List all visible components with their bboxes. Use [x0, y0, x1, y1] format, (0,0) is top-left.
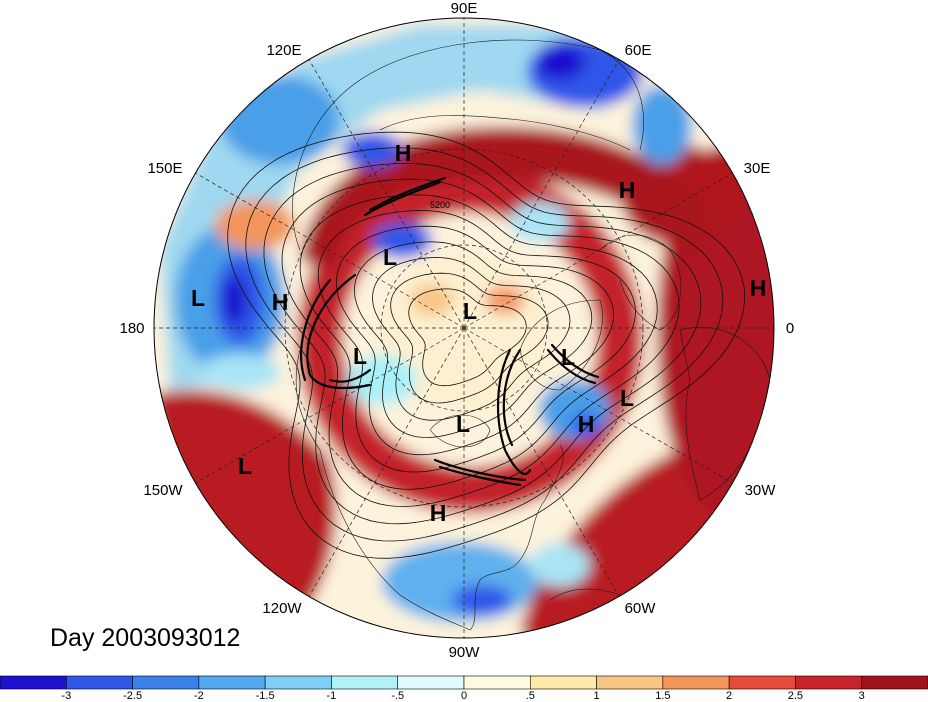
- colorbar-tick-label: -1.5: [256, 690, 275, 702]
- low-pressure-label: L: [353, 343, 367, 369]
- low-pressure-label: L: [238, 453, 252, 479]
- anomaly-region: [632, 85, 692, 165]
- longitude-label: 60E: [625, 42, 652, 59]
- anomaly-region: [220, 75, 340, 165]
- longitude-label: 90E: [451, 0, 478, 17]
- anomaly-region: [535, 44, 585, 80]
- colorbar-tick-label: 1: [594, 690, 600, 702]
- colorbar-tick-label: -.5: [391, 690, 404, 702]
- longitude-label: 60W: [625, 600, 657, 617]
- colorbar-tick-label: 1.5: [655, 690, 670, 702]
- colorbar-tick-label: -3: [61, 690, 71, 702]
- high-pressure-label: H: [619, 177, 636, 203]
- high-pressure-label: H: [750, 275, 767, 301]
- colorbar-tick-label: 2.5: [788, 690, 803, 702]
- colorbar-swatch: [464, 676, 530, 689]
- longitude-label: 180: [119, 320, 144, 337]
- colorbar-swatch: [795, 676, 861, 689]
- longitude-label: 90W: [449, 644, 481, 661]
- colorbar-tick-label: -2.5: [123, 690, 142, 702]
- colorbar-tick-label: 2: [726, 690, 732, 702]
- high-pressure-label: H: [272, 289, 289, 315]
- low-pressure-label: L: [456, 411, 470, 437]
- longitude-label: 150W: [143, 482, 183, 499]
- low-pressure-label: L: [561, 344, 575, 370]
- longitude-label: 120W: [262, 600, 302, 617]
- colorbar-swatch: [597, 676, 663, 689]
- anomaly-region: [485, 286, 525, 314]
- colorbar-swatch: [663, 676, 729, 689]
- colorbar-swatch: [398, 676, 464, 689]
- colorbar-swatch: [265, 676, 331, 689]
- longitude-label: 0: [786, 320, 794, 337]
- colorbar-swatch: [729, 676, 795, 689]
- colorbar-swatch: [0, 676, 66, 689]
- colorbar-tick-label: -2: [194, 690, 204, 702]
- high-pressure-label: H: [395, 140, 412, 166]
- colorbar-tick-label: -1: [327, 690, 337, 702]
- map-title: Day 2003093012: [50, 624, 240, 652]
- anomaly-region: [530, 543, 590, 587]
- anomaly-region: [200, 354, 280, 390]
- colorbar-swatch: [66, 676, 132, 689]
- longitude-label: 30W: [745, 482, 777, 499]
- anomaly-region: [342, 132, 402, 168]
- longitude-label: 120E: [266, 42, 301, 59]
- longitude-label: 30E: [744, 160, 771, 177]
- colorbar-tick-label: 3: [859, 690, 865, 702]
- longitude-label: 150E: [147, 160, 182, 177]
- map-disk: 5200 H H L L H L H L L L H L L H: [134, 0, 794, 658]
- anomaly-region: [222, 275, 246, 325]
- low-pressure-label: L: [191, 285, 205, 311]
- colorbar-tick-label: 0: [461, 690, 467, 702]
- colorbar-swatch: [133, 676, 199, 689]
- colorbar-swatch: [331, 676, 397, 689]
- colorbar-swatch: [199, 676, 265, 689]
- colorbar-tick-label: .5: [526, 690, 535, 702]
- colorbar-swatch: [862, 676, 928, 689]
- contour-label: 5200: [430, 200, 450, 210]
- low-pressure-label: L: [620, 385, 634, 411]
- anomaly-region: [452, 585, 512, 615]
- colorbar: -3 -2.5 -2 -1.5 -1 -.5 0 .5 1 1.5 2 2.5 3: [0, 676, 928, 702]
- low-pressure-label: L: [383, 244, 397, 270]
- colorbar-swatch: [530, 676, 596, 689]
- high-pressure-label: H: [430, 500, 447, 526]
- low-pressure-label: L: [463, 298, 477, 324]
- high-pressure-label: H: [578, 411, 595, 437]
